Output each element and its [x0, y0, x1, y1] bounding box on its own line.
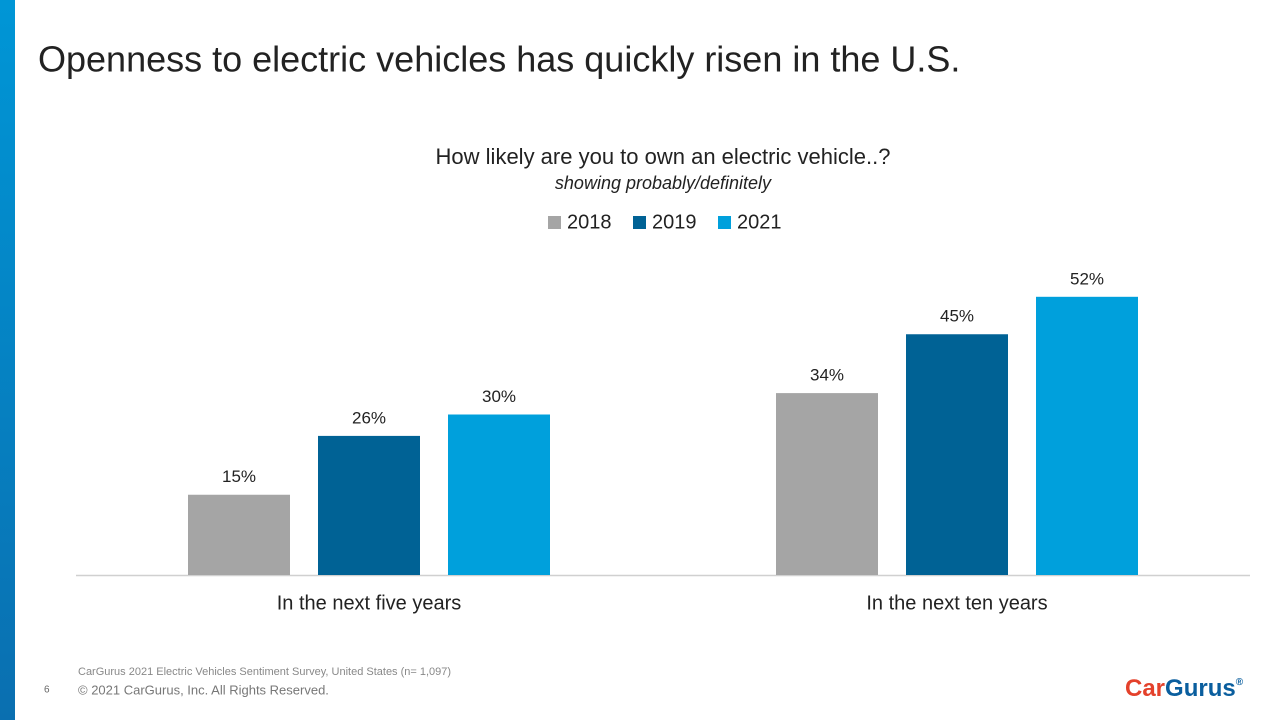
logo-part: Car: [1125, 675, 1165, 702]
logo-mark: ®: [1236, 677, 1244, 688]
x-tick-label: In the next ten years: [866, 592, 1047, 614]
bar: [1036, 296, 1138, 575]
source-note: CarGurus 2021 Electric Vehicles Sentimen…: [78, 666, 451, 678]
side-bar: [0, 0, 15, 720]
logo: CarGurus®: [1125, 675, 1244, 702]
copyright: © 2021 CarGurus, Inc. All Rights Reserve…: [78, 682, 329, 697]
legend-swatch: [548, 216, 561, 229]
bar: [318, 435, 420, 575]
bar: [448, 414, 550, 575]
bar: [906, 334, 1008, 575]
slide-title: Openness to electric vehicles has quickl…: [38, 39, 960, 80]
page-number: 6: [44, 685, 50, 696]
legend-label: 2021: [737, 211, 782, 233]
legend-swatch: [718, 216, 731, 229]
data-label: 34%: [810, 366, 844, 385]
data-label: 15%: [222, 467, 256, 486]
data-label: 26%: [352, 408, 386, 427]
bar: [188, 494, 290, 575]
chart-subtitle: showing probably/definitely: [555, 173, 772, 193]
data-label: 45%: [940, 307, 974, 326]
legend-swatch: [633, 216, 646, 229]
legend-label: 2019: [652, 211, 697, 233]
bar: [776, 393, 878, 575]
logo-part: Gurus: [1165, 675, 1236, 702]
legend-label: 2018: [567, 211, 612, 233]
chart-title: How likely are you to own an electric ve…: [436, 144, 891, 169]
data-label: 30%: [482, 387, 516, 406]
data-label: 52%: [1070, 269, 1104, 288]
x-tick-label: In the next five years: [277, 592, 462, 614]
